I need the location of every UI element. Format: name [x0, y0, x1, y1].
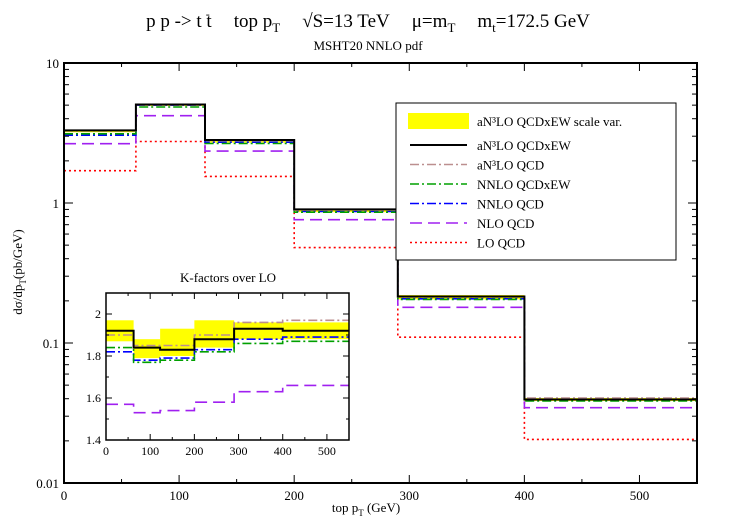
x-axis-label: top pT (GeV) — [332, 500, 400, 518]
legend-items: aN³LO QCDxEW scale var. aN³LO QCDxEW aN³LO… — [408, 113, 622, 251]
x-axis-label-unit: (GeV) — [364, 500, 400, 515]
chart-title: p p -> t t-top pT √S=13 TeV μ=mT mt=172.5 G… — [146, 7, 590, 35]
y-tick-label: 0.1 — [43, 336, 59, 351]
inset-y-tick-label: 2 — [95, 307, 101, 321]
inset-background — [106, 293, 349, 440]
title-bar: - — [206, 7, 210, 21]
legend-label-nnlo-qcd: NNLO QCD — [477, 197, 544, 212]
inset-series-nnlo-qcdxew — [106, 340, 349, 364]
inset-series-an-lo-qcdxew — [106, 327, 349, 351]
y-axis-label-main: dσ/dp — [10, 285, 25, 315]
y-tick-label: 0.01 — [36, 476, 59, 491]
x-tick-label: 0 — [61, 488, 68, 503]
legend-label-an-lo-qcd: aN³LO QCD — [477, 158, 544, 173]
title-sub-t3: t — [492, 20, 496, 35]
y-axis-label: dσ/dpT(pb/GeV) — [10, 229, 28, 314]
legend-swatch-band — [408, 113, 469, 129]
x-tick-label: 500 — [630, 488, 650, 503]
title-process: p p -> t t — [146, 11, 212, 32]
x-tick-label: 200 — [284, 488, 304, 503]
title-scale: μ=m — [412, 11, 448, 32]
inset-x-tick-label: 500 — [318, 444, 336, 458]
title-mass: m — [477, 11, 492, 32]
inset-frame — [105, 292, 350, 441]
main-axes-layer: 0 100 200 300 400 500 0.01 0.1 1 10 — [36, 56, 697, 503]
inset-series-nlo-qcd — [106, 384, 349, 414]
x-axis-label-main: top p — [332, 500, 358, 515]
legend-label-nnlo-qcdxew: NNLO QCDxEW — [477, 177, 571, 192]
series-an-lo-qcdxew — [64, 103, 697, 401]
inset-y-tick-label: 1.8 — [86, 349, 101, 363]
legend-box — [395, 102, 677, 261]
inset-x-tick-label: 400 — [274, 444, 292, 458]
legend-label-nlo-qcd: NLO QCD — [477, 216, 534, 231]
inset-axes-layer: 0 100 200 300 400 500 1.4 1.6 1.8 2 — [86, 293, 349, 458]
legend-label-an-lo-qcdxew: aN³LO QCDxEW — [477, 138, 572, 153]
inset-band-bin-4 — [234, 322, 283, 340]
legend-label-lo-qcd: LO QCD — [477, 236, 525, 251]
main-lines-layer — [64, 103, 697, 441]
title-energy: √S=13 TeV — [302, 11, 390, 32]
inset-title: K-factors over LO — [180, 270, 276, 285]
inset-x-tick-label: 200 — [185, 444, 203, 458]
inset-x-tick-label: 0 — [103, 444, 109, 458]
series-lo-qcd — [64, 140, 697, 441]
inset-band-bin-3 — [194, 320, 235, 348]
legend: aN³LO QCDxEW scale var. aN³LO QCDxEW aN³LO… — [395, 102, 677, 261]
inset-band-bin-2 — [160, 328, 195, 356]
x-tick-label: 300 — [400, 488, 420, 503]
inset-lines-layer — [106, 319, 349, 414]
y-axis-label-sub: T — [18, 279, 28, 285]
x-tick-label: 400 — [515, 488, 535, 503]
x-axis-label-sub: T — [358, 508, 364, 518]
inset-band-bin-1 — [133, 339, 161, 359]
inset-x-tick-label: 100 — [141, 444, 159, 458]
title-sub-t1: T — [272, 20, 280, 35]
inset-x-tick-label: 300 — [230, 444, 248, 458]
title-mass-value: =172.5 GeV — [496, 11, 590, 32]
title-observable: top p — [234, 11, 273, 32]
inset-y-tick-label: 1.4 — [86, 433, 101, 447]
chart-subtitle: MSHT20 NNLO pdf — [313, 38, 423, 53]
title-sub-t2: T — [447, 20, 455, 35]
y-tick-label: 1 — [53, 196, 60, 211]
y-axis-label-unit: (pb/GeV) — [10, 229, 25, 279]
inset-chart: 0 100 200 300 400 500 1.4 1.6 1.8 2 K-factors ove… — [86, 270, 350, 458]
y-tick-label: 10 — [46, 56, 59, 71]
inset-y-tick-label: 1.6 — [86, 391, 101, 405]
x-tick-label: 100 — [169, 488, 189, 503]
main-plot-frame — [63, 62, 698, 484]
legend-label-band: aN³LO QCDxEW scale var. — [477, 114, 622, 129]
